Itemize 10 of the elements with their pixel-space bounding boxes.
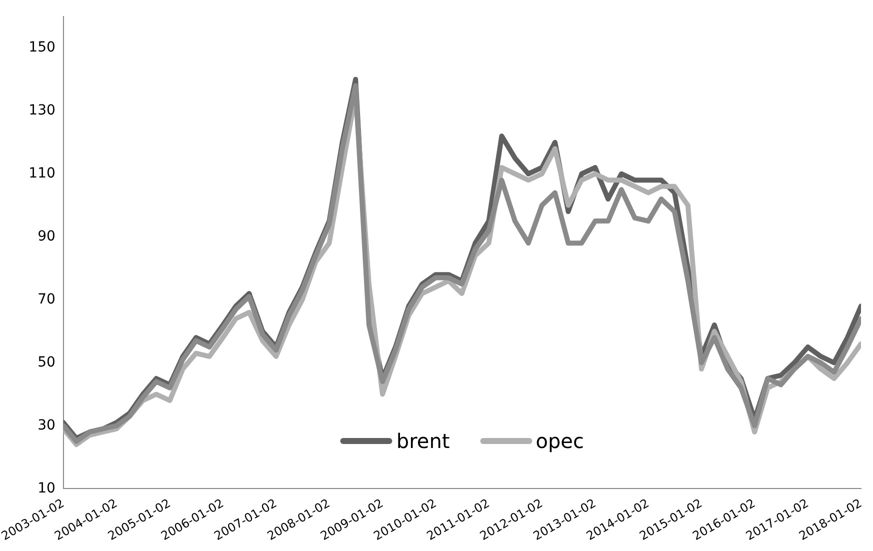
y-tick-label: 130 bbox=[28, 102, 56, 118]
y-tick-label: 90 bbox=[38, 228, 56, 244]
legend-label: brent bbox=[396, 428, 450, 453]
y-tick-label: 150 bbox=[28, 40, 56, 56]
y-tick-label: 70 bbox=[38, 291, 56, 308]
y-tick-label: 10 bbox=[38, 480, 56, 496]
legend-label: opec bbox=[536, 428, 584, 453]
y-tick-label: 50 bbox=[38, 354, 56, 370]
y-tick-label: 30 bbox=[38, 417, 56, 434]
y-tick-label: 110 bbox=[28, 165, 56, 182]
